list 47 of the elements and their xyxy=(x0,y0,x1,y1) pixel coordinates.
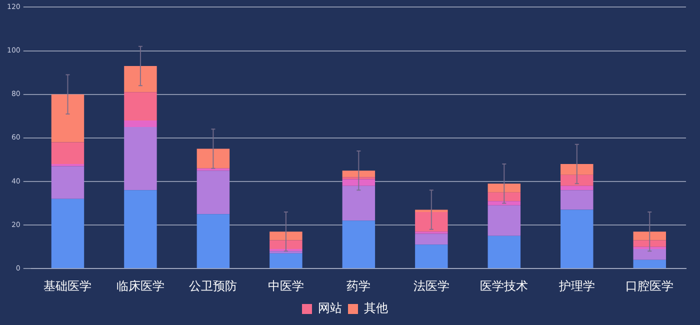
bar xyxy=(51,198,84,268)
bar xyxy=(560,210,594,268)
x-tick-label: 基础医学 xyxy=(44,278,92,293)
bar xyxy=(633,248,666,260)
bar xyxy=(196,170,230,214)
bar xyxy=(488,205,521,236)
bar xyxy=(342,186,376,221)
bar xyxy=(342,220,376,268)
x-tick-label: 公卫预防 xyxy=(189,278,238,293)
bar xyxy=(51,142,84,164)
bar xyxy=(342,170,376,178)
bar xyxy=(270,240,302,249)
bar xyxy=(560,190,594,210)
bar xyxy=(488,201,521,206)
bar xyxy=(560,164,594,175)
bar xyxy=(560,186,594,190)
bar xyxy=(124,127,157,190)
bar xyxy=(560,174,594,186)
legend-label: 其他 xyxy=(364,301,388,316)
bar xyxy=(415,244,448,268)
bar xyxy=(270,253,302,268)
bar xyxy=(124,92,157,120)
bar xyxy=(124,66,157,92)
bar xyxy=(342,179,376,186)
bar xyxy=(196,214,230,268)
bar xyxy=(124,190,157,268)
bar xyxy=(51,166,84,199)
bar xyxy=(488,236,521,268)
bar xyxy=(51,94,84,142)
bar xyxy=(415,234,448,245)
bar xyxy=(633,260,666,268)
bar xyxy=(488,192,521,202)
bar xyxy=(633,240,666,247)
x-tick-label: 法医学 xyxy=(413,278,450,293)
x-tick-label: 口腔医学 xyxy=(626,278,674,293)
bar xyxy=(270,232,302,240)
bar xyxy=(488,184,521,192)
legend-label: 网站 xyxy=(318,301,342,316)
x-tick-label: 护理学 xyxy=(558,278,595,293)
bar xyxy=(124,120,157,128)
x-tick-label: 中医学 xyxy=(268,278,304,293)
x-tick-label: 药学 xyxy=(346,278,371,293)
x-tick-label: 临床医学 xyxy=(116,278,164,293)
x-tick-label: 医学技术 xyxy=(480,278,528,293)
bar xyxy=(415,212,448,232)
bar xyxy=(196,148,230,168)
bar xyxy=(633,232,666,240)
